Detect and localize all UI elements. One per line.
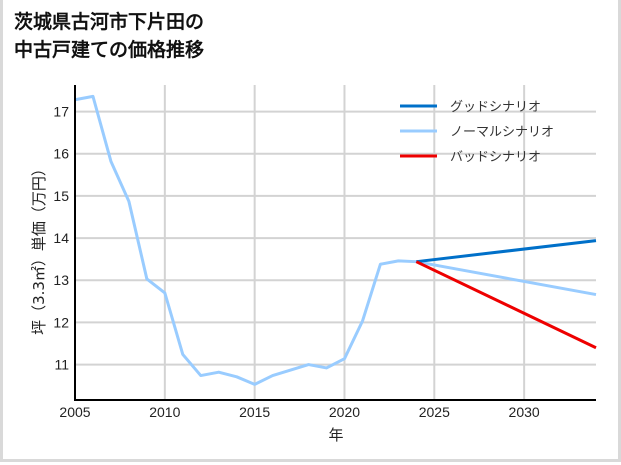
series-line — [416, 239, 597, 264]
x-tick-label: 2005 — [59, 404, 90, 420]
y-tick-label: 17 — [53, 104, 69, 120]
y-tick-label: 16 — [53, 146, 69, 162]
series-line — [74, 94, 597, 386]
x-tick-label: 2015 — [239, 404, 270, 420]
axes — [74, 85, 596, 401]
x-tick-label: 2025 — [419, 404, 450, 420]
series-line — [415, 260, 597, 350]
y-tick-label: 15 — [53, 188, 69, 204]
chart-title-line2: 中古戸建ての価格推移 — [14, 39, 205, 61]
y-axis-label: 坪（3.3㎡）単価（万円） — [30, 161, 48, 335]
y-tick-label: 13 — [53, 272, 69, 288]
x-tick-label: 2010 — [149, 404, 180, 420]
y-tick-label: 14 — [53, 230, 69, 246]
legend-label: ノーマルシナリオ — [450, 125, 554, 140]
y-tick-label: 11 — [54, 357, 69, 373]
y-tick-label: 12 — [53, 314, 69, 330]
chart-title: 茨城県古河市下片田の 中古戸建ての価格推移 — [14, 8, 204, 64]
chart-title-line1: 茨城県古河市下片田の — [14, 11, 205, 33]
x-axis-label: 年 — [328, 426, 343, 444]
legend-label: バッドシナリオ — [450, 150, 541, 165]
tick-labels: 2005 2010 2015 2020 2025 2030 11 12 13 14 15 16 17 — [53, 104, 539, 420]
legend-label: グッドシナリオ — [450, 100, 541, 115]
x-tick-label: 2030 — [509, 404, 540, 420]
x-tick-label: 2020 — [329, 404, 360, 420]
series-lines — [74, 94, 597, 386]
